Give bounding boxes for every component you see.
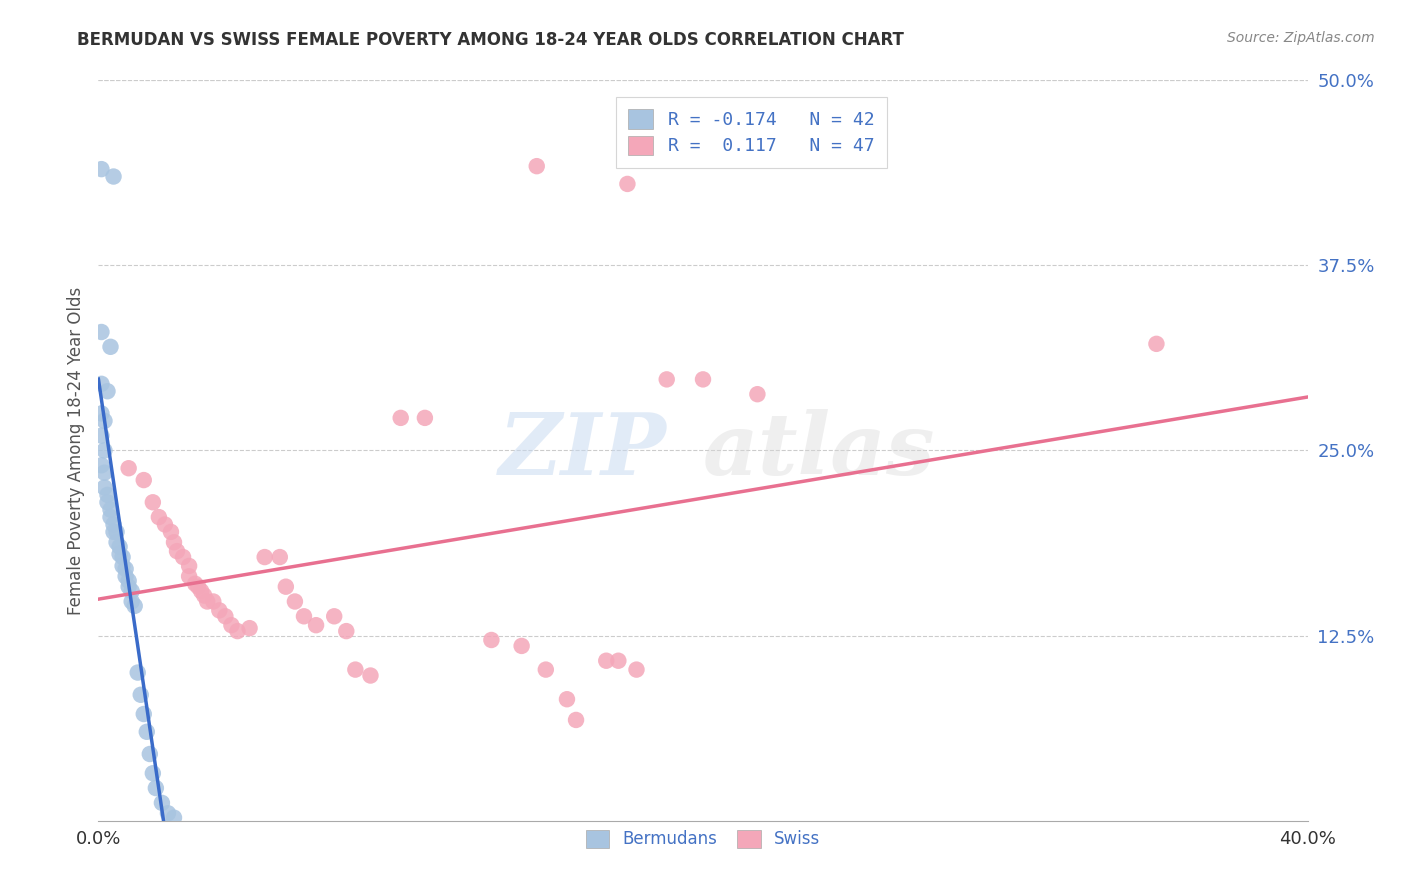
Point [413, 410, 436, 425]
Point [253, 550, 276, 565]
Point [360, 668, 382, 682]
Point [108, 547, 131, 561]
Point [389, 410, 412, 425]
Point [103, 169, 125, 184]
Point [269, 550, 291, 565]
Point [93, 480, 115, 494]
Point [323, 609, 346, 624]
Point [239, 621, 262, 635]
Point [93, 414, 115, 428]
Point [565, 713, 588, 727]
Point [747, 387, 769, 401]
Point [105, 535, 128, 549]
Point [103, 517, 125, 532]
Point [118, 461, 141, 475]
Point [616, 177, 638, 191]
Point [153, 517, 176, 532]
Point [163, 535, 186, 549]
Point [305, 618, 328, 632]
Point [1144, 336, 1167, 351]
Point [284, 594, 307, 608]
Y-axis label: Female Poverty Among 18-24 Year Olds: Female Poverty Among 18-24 Year Olds [66, 286, 84, 615]
Point [166, 544, 188, 558]
Point [121, 584, 143, 599]
Point [193, 589, 215, 603]
Point [108, 540, 131, 554]
Point [103, 524, 125, 539]
Point [214, 609, 236, 624]
Legend: Bermudans, Swiss: Bermudans, Swiss [578, 822, 828, 856]
Point [121, 594, 143, 608]
Point [93, 443, 115, 458]
Point [481, 632, 503, 647]
Point [526, 159, 548, 173]
Point [118, 574, 141, 588]
Point [179, 569, 201, 583]
Point [111, 558, 134, 573]
Point [607, 654, 630, 668]
Point [221, 618, 243, 632]
Point [96, 384, 118, 399]
Point [90, 162, 112, 177]
Point [114, 562, 136, 576]
Point [160, 524, 183, 539]
Point [90, 325, 112, 339]
Point [96, 488, 118, 502]
Point [187, 580, 209, 594]
Point [139, 747, 162, 761]
Point [129, 688, 152, 702]
Point [135, 724, 157, 739]
Point [335, 624, 357, 639]
Point [132, 473, 155, 487]
Point [127, 665, 149, 680]
Point [202, 594, 225, 608]
Point [626, 663, 648, 677]
Point [156, 806, 179, 821]
Point [692, 372, 714, 386]
Point [172, 550, 194, 565]
Point [179, 558, 201, 573]
Point [105, 524, 128, 539]
Point [655, 372, 678, 386]
Point [145, 780, 167, 795]
Point [148, 510, 170, 524]
Point [96, 495, 118, 509]
Point [510, 639, 533, 653]
Text: atlas: atlas [703, 409, 935, 492]
Point [124, 599, 146, 613]
Point [195, 594, 218, 608]
Point [114, 569, 136, 583]
Point [132, 706, 155, 721]
Point [226, 624, 249, 639]
Point [555, 692, 578, 706]
Point [190, 584, 212, 599]
Text: ZIP: ZIP [499, 409, 666, 492]
Point [208, 603, 231, 617]
Point [534, 663, 557, 677]
Point [90, 376, 112, 391]
Point [111, 550, 134, 565]
Text: Source: ZipAtlas.com: Source: ZipAtlas.com [1227, 31, 1375, 45]
Point [163, 811, 186, 825]
Point [90, 458, 112, 473]
Point [274, 580, 297, 594]
Text: BERMUDAN VS SWISS FEMALE POVERTY AMONG 18-24 YEAR OLDS CORRELATION CHART: BERMUDAN VS SWISS FEMALE POVERTY AMONG 1… [77, 31, 904, 49]
Point [142, 766, 165, 780]
Point [150, 796, 173, 810]
Point [292, 609, 315, 624]
Point [184, 576, 207, 591]
Point [142, 495, 165, 509]
Point [100, 340, 122, 354]
Point [90, 428, 112, 442]
Point [344, 663, 367, 677]
Point [93, 466, 115, 480]
Point [595, 654, 617, 668]
Point [100, 502, 122, 516]
Point [100, 510, 122, 524]
Point [90, 407, 112, 421]
Point [118, 580, 141, 594]
